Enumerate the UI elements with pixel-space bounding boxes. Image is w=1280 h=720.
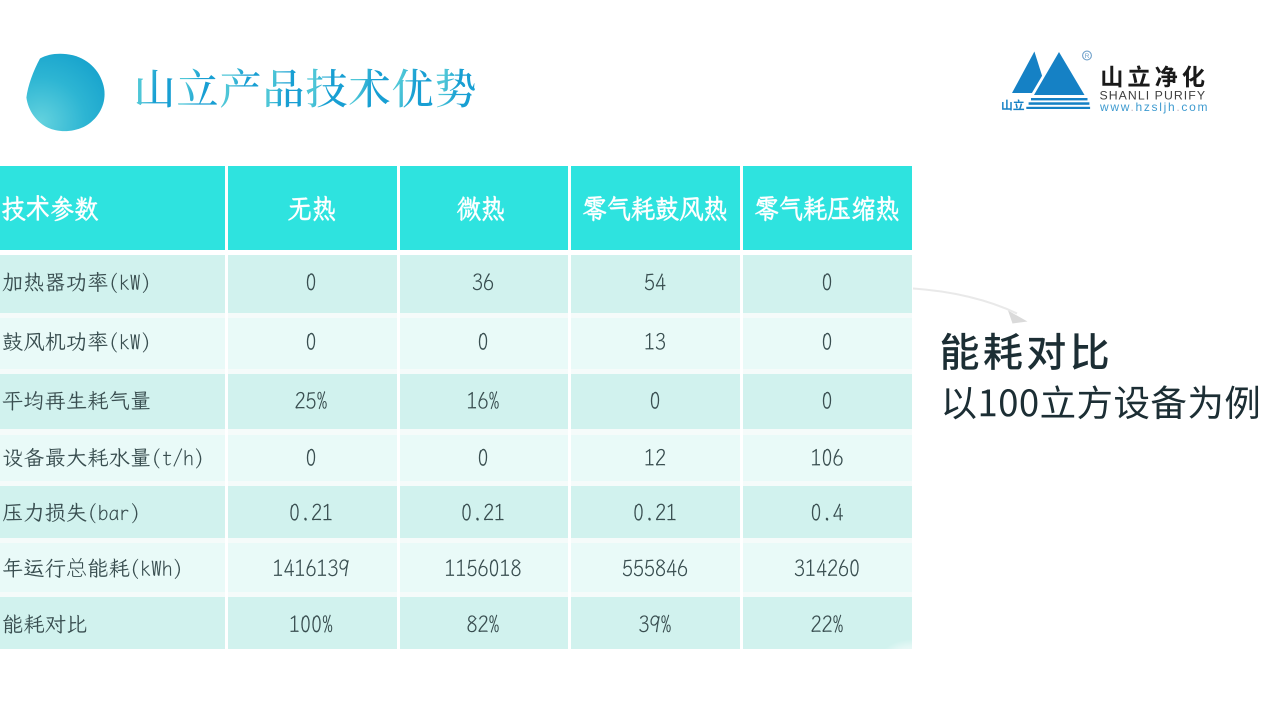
svg-text:www.hzsljh.com: www.hzsljh.com: [1099, 100, 1209, 114]
svg-text:SHANLI PURIFY: SHANLI PURIFY: [1100, 89, 1207, 103]
svg-text:R: R: [1085, 53, 1090, 60]
